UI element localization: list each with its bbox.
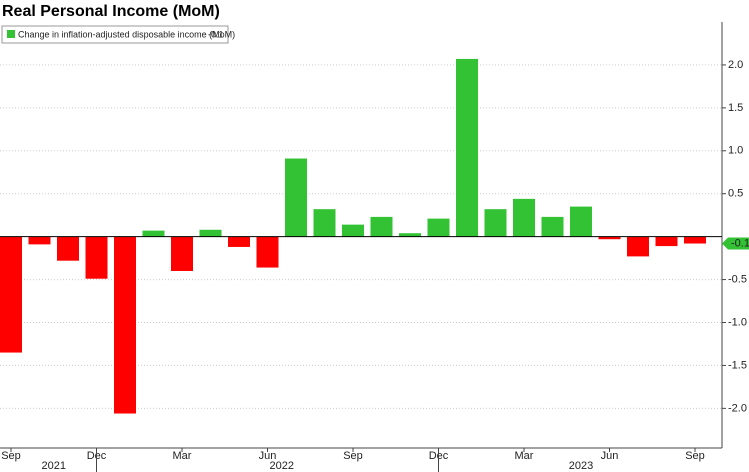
legend-last-value: -0.1 bbox=[208, 29, 224, 39]
x-tick-label: Sep bbox=[685, 450, 705, 462]
legend-label: Change in inflation-adjusted disposable … bbox=[18, 29, 235, 39]
y-tick-label: -0.5 bbox=[728, 273, 747, 285]
bar bbox=[399, 233, 421, 237]
y-tick-label: 1.0 bbox=[728, 145, 743, 157]
y-tick-label: -2.0 bbox=[728, 402, 747, 414]
bar bbox=[456, 58, 478, 237]
bar bbox=[114, 236, 136, 414]
legend-swatch bbox=[7, 30, 15, 38]
bar bbox=[541, 216, 564, 237]
x-tick-label: Sep bbox=[1, 450, 21, 462]
y-tick-label: -1.5 bbox=[728, 359, 747, 371]
bar bbox=[313, 209, 336, 237]
year-label: 2021 bbox=[42, 460, 66, 472]
bar bbox=[142, 230, 165, 237]
x-tick-label: Sep bbox=[343, 450, 363, 462]
bar bbox=[0, 236, 22, 353]
bar bbox=[85, 236, 108, 279]
bar bbox=[171, 236, 193, 271]
bar bbox=[256, 236, 279, 268]
bar bbox=[57, 236, 79, 261]
last-value-marker bbox=[722, 237, 749, 250]
bar bbox=[513, 198, 535, 237]
x-tick-label: Jun bbox=[601, 450, 619, 462]
bar bbox=[370, 216, 393, 237]
bar bbox=[427, 218, 450, 237]
x-tick-label: Mar bbox=[173, 450, 192, 462]
bar bbox=[484, 209, 507, 237]
y-tick-label: 2.0 bbox=[728, 59, 743, 71]
bar bbox=[285, 158, 307, 237]
x-tick-label: Mar bbox=[515, 450, 534, 462]
legend-box bbox=[1, 25, 229, 44]
last-value-label: -0.1 bbox=[731, 237, 749, 249]
x-tick-label: Jun bbox=[259, 450, 277, 462]
bar bbox=[627, 236, 649, 257]
bar bbox=[199, 229, 222, 237]
year-label: 2023 bbox=[569, 460, 593, 472]
chart-title: Real Personal Income (MoM) bbox=[2, 3, 220, 20]
bar bbox=[598, 236, 621, 240]
year-label: 2022 bbox=[270, 460, 294, 472]
bar bbox=[684, 236, 706, 244]
y-tick-label: 1.5 bbox=[728, 102, 743, 114]
bar bbox=[655, 236, 678, 247]
y-tick-label: 0.5 bbox=[728, 188, 743, 200]
y-tick-label: -1.0 bbox=[728, 316, 747, 328]
bar bbox=[228, 236, 250, 247]
bar bbox=[570, 206, 592, 237]
bar bbox=[28, 236, 51, 245]
bar bbox=[342, 224, 364, 237]
